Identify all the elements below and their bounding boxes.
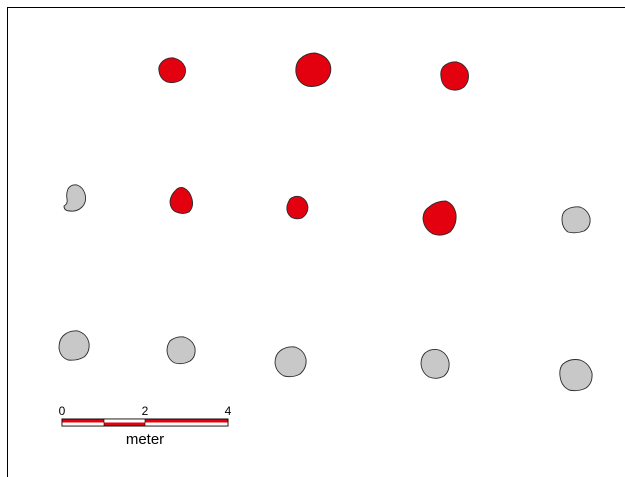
posthole-feature	[286, 195, 309, 220]
scale-segment	[62, 422, 104, 426]
scale-segment	[104, 419, 145, 423]
posthole-feature	[295, 52, 332, 87]
posthole-feature	[559, 359, 593, 392]
posthole-feature	[169, 186, 194, 214]
scale-unit-label: meter	[126, 431, 164, 448]
map-frame	[7, 7, 625, 477]
posthole-feature	[422, 200, 457, 236]
posthole-feature	[166, 336, 196, 365]
posthole-feature	[63, 184, 87, 212]
posthole-feature	[561, 206, 591, 234]
scale-tick-label: 4	[225, 404, 232, 418]
scale-bar: 0 2 4 meter	[59, 404, 232, 448]
posthole-feature	[274, 346, 307, 378]
scale-segment	[62, 419, 104, 423]
scale-tick-label: 0	[59, 404, 66, 418]
posthole-feature	[58, 330, 90, 361]
posthole-feature	[158, 57, 186, 84]
scale-segment	[145, 419, 228, 423]
scale-segment	[145, 422, 228, 426]
posthole-feature	[420, 348, 450, 379]
features-layer	[58, 52, 593, 392]
posthole-feature	[440, 61, 469, 91]
scale-segment	[104, 422, 145, 426]
scale-tick-label: 2	[142, 404, 149, 418]
